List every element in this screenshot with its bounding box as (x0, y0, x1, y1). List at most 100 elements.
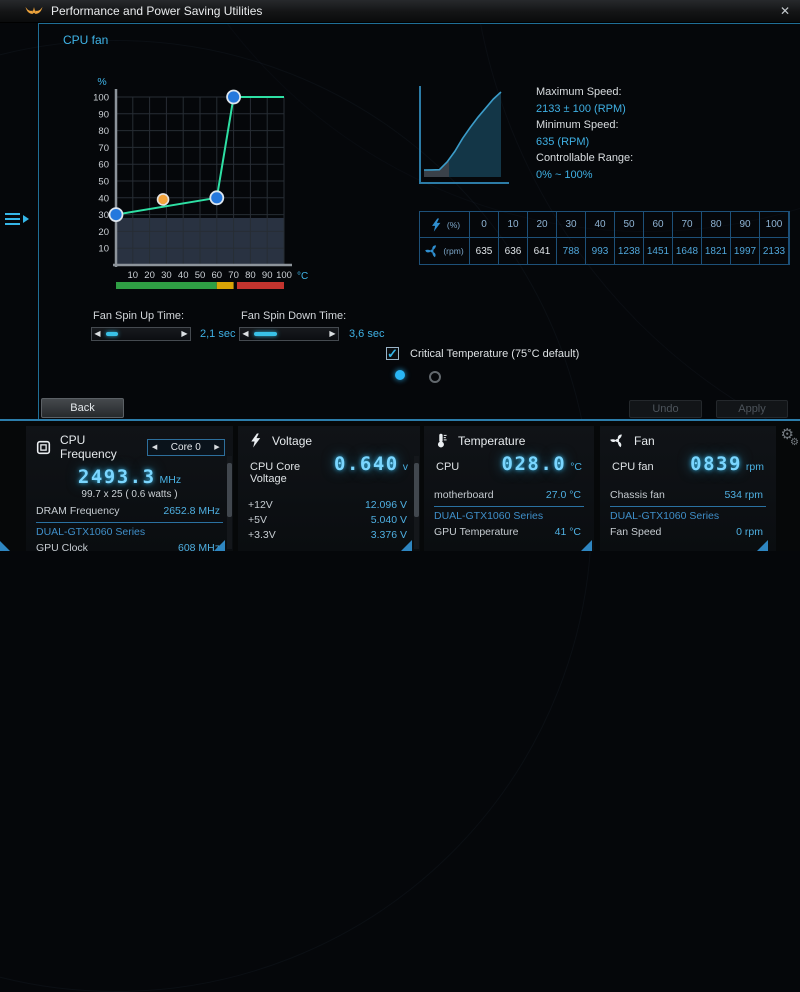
current-temp-point (156, 193, 170, 206)
card-title: CPU Frequency (60, 433, 117, 461)
menu-icon (5, 213, 20, 225)
cpu-core-voltage-value: 0.640 (334, 453, 399, 475)
percent-cell: 80 (702, 212, 731, 238)
svg-text:90: 90 (98, 109, 109, 120)
curve-control-point[interactable] (108, 207, 124, 223)
card-resize-handle[interactable] (757, 540, 768, 551)
spin-up-slider[interactable]: ◀ ▶ (91, 327, 191, 341)
fan-curve-chart[interactable]: 10 20 30 40 50 60 70 80 90 100 °C10203040506070809… (81, 73, 321, 301)
spin-down-value: 3,6 sec (349, 328, 385, 340)
menu-flyout-handle[interactable] (5, 213, 29, 225)
cpu-fan-unit: rpm (745, 461, 764, 473)
core-prev-arrow-icon[interactable]: ◀ (151, 443, 158, 451)
percent-cell: 50 (615, 212, 644, 238)
controllable-range-label: Controllable Range: (536, 152, 634, 164)
fan-card: Fan CPU fan 0839 rpm Chassis fan 534 rpm… (600, 426, 776, 551)
rpm-cell: 636 (499, 238, 528, 264)
rpm-cell: 635 (470, 238, 499, 264)
controllable-range-value: 0% ~ 100% (536, 168, 593, 181)
cpu-frequency-card: CPU Frequency ◀ Core 0 ▶ 2493.3 MHz 99.7… (26, 426, 233, 551)
percent-row-header: (%) (420, 212, 470, 238)
svg-text:20: 20 (144, 270, 155, 281)
rpm-cell: 1238 (615, 238, 644, 264)
card-resize-handle[interactable] (401, 540, 412, 551)
svg-text:40: 40 (178, 270, 189, 281)
rpm-cell: 993 (586, 238, 615, 264)
core-selector[interactable]: ◀ Core 0 ▶ (146, 438, 225, 456)
titlebar: Performance and Power Saving Utilities ✕ (0, 0, 800, 23)
percent-cell: 100 (760, 212, 789, 238)
spin-up-label: Fan Spin Up Time: (93, 310, 185, 322)
hardware-monitor-panel: CPU Frequency ◀ Core 0 ▶ 2493.3 MHz 99.7… (0, 419, 800, 551)
chevron-right-icon (23, 215, 29, 223)
apply-button[interactable]: Apply (716, 400, 788, 418)
curve-control-point[interactable] (226, 89, 242, 105)
svg-text:100: 100 (276, 270, 292, 281)
monitor-row: DRAM Frequency 2652.8 MHz (36, 504, 220, 517)
cpu-temp-value: 028.0 (501, 453, 567, 475)
card-scrollbar[interactable] (414, 456, 419, 549)
core-selector-value: Core 0 (170, 441, 201, 453)
cpu-core-voltage-unit: v (402, 461, 408, 473)
slider-left-arrow-icon[interactable]: ◀ (242, 329, 249, 338)
svg-text:30: 30 (161, 270, 172, 281)
panel-resize-handle[interactable] (0, 541, 10, 551)
curve-control-point[interactable] (209, 190, 225, 206)
slider-left-arrow-icon[interactable]: ◀ (94, 329, 101, 338)
svg-text:80: 80 (98, 126, 109, 137)
svg-text:50: 50 (195, 270, 206, 281)
percent-cell: 10 (499, 212, 528, 238)
percent-cell: 30 (557, 212, 586, 238)
spin-down-slider[interactable]: ◀ ▶ (239, 327, 339, 341)
svg-text:10: 10 (98, 244, 109, 255)
cpu-fan-label: CPU fan (612, 461, 654, 473)
cpu-fan-value: 0839 (690, 453, 742, 475)
close-icon[interactable]: ✕ (779, 4, 791, 18)
core-next-arrow-icon[interactable]: ▶ (214, 443, 220, 451)
check-icon: ✓ (387, 346, 398, 361)
card-resize-handle[interactable] (214, 540, 225, 551)
monitor-row: Chassis fan 534 rpm (610, 488, 763, 501)
rpm-cell: 2133 (760, 238, 789, 264)
card-resize-handle[interactable] (581, 540, 592, 551)
svg-text:50: 50 (98, 177, 109, 188)
svg-text:10: 10 (128, 270, 139, 281)
page-dot-1[interactable] (395, 370, 405, 380)
spin-up-value: 2,1 sec (200, 328, 236, 340)
voltage-card: Voltage CPU Core Voltage 0.640 v +12V 12… (238, 426, 420, 551)
svg-text:80: 80 (245, 270, 256, 281)
svg-text:°C: °C (297, 271, 308, 282)
svg-text:70: 70 (228, 270, 239, 281)
slider-thumb[interactable] (106, 332, 118, 336)
slider-right-arrow-icon[interactable]: ▶ (329, 329, 336, 338)
min-speed-label: Minimum Speed: (536, 119, 619, 131)
slider-track[interactable] (103, 328, 179, 340)
slider-track[interactable] (251, 328, 327, 340)
svg-text:60: 60 (98, 160, 109, 171)
rpm-cell: 1648 (673, 238, 702, 264)
card-scrollbar[interactable] (227, 456, 232, 549)
back-button[interactable]: Back (41, 398, 124, 418)
monitor-row: +5V 5.040 V (248, 513, 407, 526)
monitor-row: +12V 12.096 V (248, 498, 407, 511)
percent-cell: 60 (644, 212, 673, 238)
voltage-main-label: CPU Core Voltage (250, 461, 301, 485)
slider-right-arrow-icon[interactable]: ▶ (181, 329, 188, 338)
monitor-row: motherboard 27.0 °C (434, 488, 581, 501)
cpu-frequency-detail: 99.7 x 25 ( 0.6 watts ) (81, 489, 178, 500)
window-title: Performance and Power Saving Utilities (51, 4, 263, 18)
fan-icon (425, 244, 439, 258)
svg-text:60: 60 (212, 270, 223, 281)
svg-text:%: % (97, 76, 106, 88)
monitor-row: GPU Temperature 41 °C (434, 525, 581, 538)
speed-info-block: Maximum Speed: 2133 ± 100 (RPM) Minimum … (536, 84, 633, 183)
page-dot-2[interactable] (429, 371, 441, 383)
critical-temp-checkbox[interactable]: ✓ (386, 347, 399, 360)
percent-cell: 40 (586, 212, 615, 238)
slider-thumb[interactable] (254, 332, 277, 336)
rpm-cell: 788 (557, 238, 586, 264)
lightning-icon (248, 433, 263, 448)
undo-button[interactable]: Undo (629, 400, 702, 418)
cpu-frequency-unit: MHz (159, 474, 182, 486)
settings-gear-icon[interactable]: ⚙ ⚙ (780, 426, 799, 448)
